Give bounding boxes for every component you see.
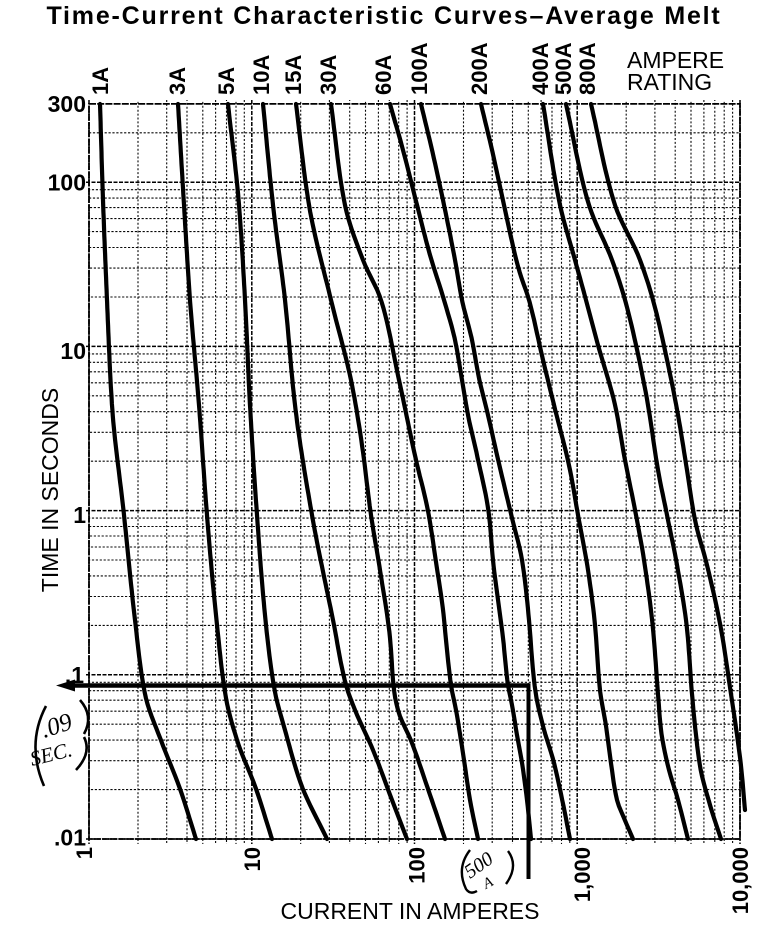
- svg-text:RATING: RATING: [627, 69, 712, 95]
- svg-text:CURRENT IN AMPERES: CURRENT IN AMPERES: [280, 898, 539, 924]
- svg-text:A: A: [479, 874, 496, 893]
- svg-text:500A: 500A: [551, 42, 576, 95]
- svg-text:15A: 15A: [281, 55, 306, 95]
- svg-text:1A: 1A: [88, 67, 113, 95]
- svg-text:200A: 200A: [467, 42, 492, 95]
- svg-text:500: 500: [460, 848, 497, 883]
- svg-text:5A: 5A: [214, 67, 239, 95]
- svg-text:1: 1: [72, 847, 97, 859]
- svg-text:800A: 800A: [575, 42, 600, 95]
- svg-text:400A: 400A: [528, 42, 553, 95]
- svg-text:3A: 3A: [165, 67, 190, 95]
- svg-text:1,000: 1,000: [570, 847, 595, 902]
- svg-text:10A: 10A: [249, 55, 274, 95]
- svg-text:100: 100: [48, 170, 86, 196]
- svg-text:10: 10: [60, 338, 86, 364]
- svg-text:100: 100: [405, 847, 430, 884]
- svg-text:AMPERE: AMPERE: [627, 47, 724, 73]
- svg-text:1: 1: [73, 502, 86, 528]
- svg-text:.01: .01: [54, 825, 86, 851]
- svg-text:100A: 100A: [407, 42, 432, 95]
- svg-text:300: 300: [48, 91, 86, 117]
- svg-text:10,000: 10,000: [728, 847, 753, 914]
- svg-text:30A: 30A: [316, 55, 341, 95]
- svg-text:TIME IN SECONDS: TIME IN SECONDS: [37, 388, 63, 592]
- svg-text:60A: 60A: [371, 55, 396, 95]
- svg-text:10: 10: [240, 847, 265, 871]
